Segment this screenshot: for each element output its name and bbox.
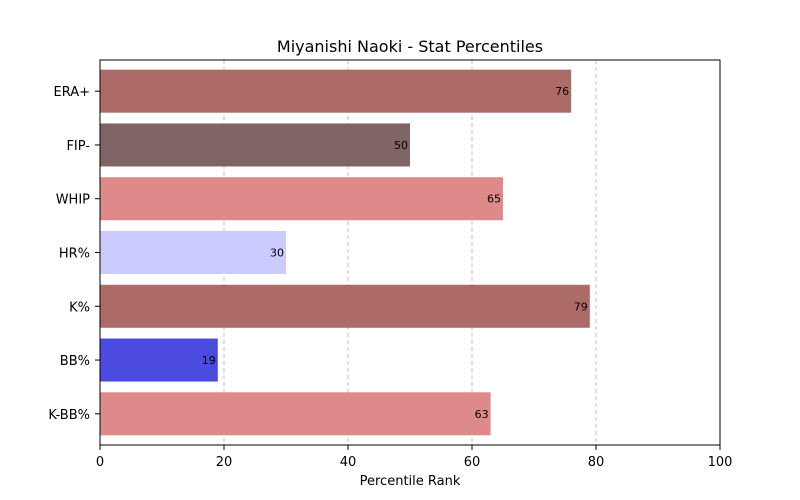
data-label: 19 [202, 354, 216, 367]
bar [100, 392, 491, 436]
y-tick-label: K% [69, 300, 90, 315]
x-tick-label: 80 [588, 455, 605, 470]
data-label: 79 [574, 300, 588, 313]
y-tick-label: FIP- [66, 139, 90, 154]
x-tick-label: 0 [96, 455, 104, 470]
data-label: 76 [555, 85, 569, 98]
bar [100, 177, 503, 221]
bar [100, 284, 590, 328]
x-tick-label: 100 [708, 455, 733, 470]
bar [100, 69, 572, 113]
data-label: 50 [394, 139, 408, 152]
y-tick-label: ERA+ [53, 85, 90, 100]
bars: 76 50 65 30 79 19 63 [100, 69, 590, 436]
bar [100, 338, 218, 382]
y-tick-label: WHIP [56, 193, 90, 208]
y-tick-label: K-BB% [48, 408, 90, 423]
chart-title: Miyanishi Naoki - Stat Percentiles [277, 37, 543, 56]
bar [100, 123, 410, 167]
x-tick-label: 40 [340, 455, 357, 470]
data-label: 30 [270, 247, 284, 260]
y-tick-label: BB% [60, 354, 90, 369]
bar [100, 230, 286, 275]
x-tick-label: 60 [464, 455, 481, 470]
y-tick-label: HR% [59, 247, 90, 262]
x-axis-label: Percentile Rank [360, 474, 461, 489]
data-label: 65 [487, 193, 501, 206]
x-tick-label: 20 [216, 455, 233, 470]
data-label: 63 [475, 408, 489, 421]
axes: 0 20 40 60 80 100 ERA+ FIP- WHIP HR% K% BB% K-BB% [48, 85, 732, 470]
